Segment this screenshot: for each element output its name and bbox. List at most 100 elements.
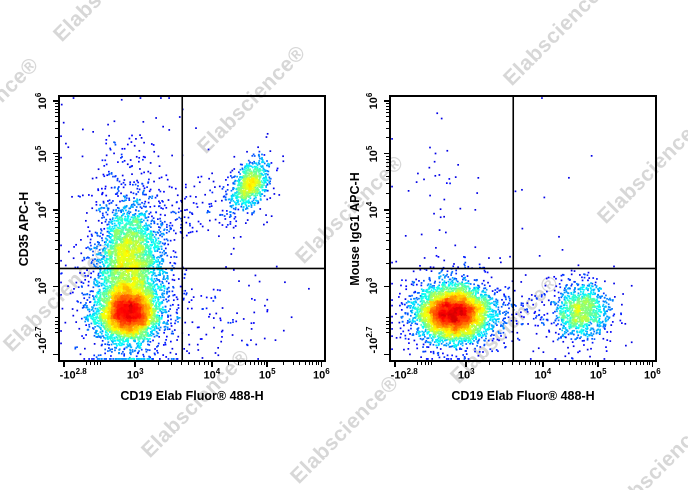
y-axis-tick <box>53 353 58 356</box>
x-axis-tick <box>237 362 239 365</box>
x-axis-tick <box>100 362 102 365</box>
x-axis-tick-label: -102.8 <box>390 367 418 382</box>
x-axis-tick <box>630 362 632 365</box>
x-axis-tick <box>171 362 173 365</box>
x-axis-tick <box>85 362 87 365</box>
y-axis-tick <box>386 192 389 194</box>
x-axis-tick <box>320 362 323 367</box>
x-axis-tick <box>581 362 583 365</box>
y-axis-tick <box>386 232 389 234</box>
y-axis-tick <box>386 262 389 264</box>
y-axis-tick <box>386 182 389 184</box>
y-axis-tick <box>386 121 389 123</box>
x-axis-tick <box>318 362 320 365</box>
y-axis-tick <box>55 232 58 234</box>
x-axis-tick <box>568 362 570 365</box>
y-axis-tick <box>386 165 389 167</box>
x-axis-tick <box>134 362 136 367</box>
y-axis-tick <box>55 323 58 325</box>
y-axis-tick <box>386 216 389 218</box>
x-axis-tick <box>646 362 648 365</box>
x-axis-tick <box>651 362 654 367</box>
y-axis-tick-label: 105 <box>365 145 380 162</box>
x-axis-tick <box>428 362 430 365</box>
x-axis-tick <box>558 362 560 365</box>
watermark-text: Elabscience® <box>600 408 688 490</box>
y-axis-tick <box>55 175 58 177</box>
y-axis-tick <box>55 262 58 264</box>
y-axis-tick-label: 104 <box>365 201 380 219</box>
y-axis-tick <box>55 158 58 160</box>
x-axis-tick <box>211 362 213 367</box>
x-axis-tick <box>180 362 182 365</box>
y-axis-tick-label: 103 <box>365 278 380 295</box>
x-axis-label: CD19 Elab Fluor® 488-H <box>120 389 264 403</box>
y-axis-tick <box>55 327 58 329</box>
y-axis-tick-label: -102.7 <box>34 326 49 354</box>
watermark-text: Elabscience® <box>498 0 617 91</box>
y-axis-tick-label: 106 <box>365 92 380 110</box>
x-axis-tick <box>465 362 467 367</box>
x-axis-tick <box>530 362 532 365</box>
x-axis-tick <box>261 362 263 365</box>
x-axis-tick <box>264 362 266 365</box>
y-axis-tick <box>55 108 58 110</box>
y-axis-tick <box>55 170 58 172</box>
x-axis-tick-label: 104 <box>534 367 552 382</box>
y-axis-tick <box>384 353 389 356</box>
y-axis-tick <box>55 161 58 163</box>
x-axis-tick <box>93 362 95 365</box>
y-axis-tick <box>55 216 58 218</box>
y-axis-tick <box>386 239 389 241</box>
x-axis-tick <box>488 362 490 365</box>
y-axis-tick <box>55 102 58 104</box>
y-axis-tick <box>386 323 389 325</box>
y-axis-tick-label: 104 <box>34 201 49 219</box>
y-axis-tick <box>55 221 58 223</box>
y-axis-tick <box>55 182 58 184</box>
x-axis-tick-label: 105 <box>589 367 607 382</box>
x-axis-tick <box>538 362 540 365</box>
y-axis-tick <box>386 249 389 251</box>
y-axis-tick <box>55 105 58 107</box>
y-axis-tick <box>55 317 58 319</box>
x-axis-tick <box>589 362 591 365</box>
y-axis-tick <box>386 108 389 110</box>
x-axis-tick <box>299 362 301 365</box>
x-axis-tick <box>525 362 527 365</box>
x-axis-tick <box>227 362 229 365</box>
y-axis-tick-label: 106 <box>34 92 49 110</box>
y-axis-tick <box>55 116 58 118</box>
y-axis-tick <box>386 158 389 160</box>
y-axis-tick <box>53 100 58 102</box>
y-axis-tick <box>386 137 389 139</box>
y-axis-tick <box>386 112 389 114</box>
y-axis-tick <box>386 213 389 215</box>
x-axis-tick <box>89 362 91 365</box>
x-axis-tick <box>394 362 396 367</box>
x-axis-tick <box>639 362 641 365</box>
x-axis-tick <box>207 362 209 365</box>
y-axis-tick <box>386 226 389 228</box>
y-axis-tick <box>53 152 58 155</box>
x-axis-tick <box>420 362 422 365</box>
y-axis-tick <box>386 317 389 319</box>
scatter-canvas <box>60 97 324 360</box>
y-axis-label: CD35 APC-H <box>17 191 31 266</box>
y-axis-tick-label: -102.7 <box>365 326 380 354</box>
x-axis-tick <box>431 362 433 365</box>
y-axis-tick <box>386 327 389 329</box>
x-axis-tick <box>308 362 310 365</box>
plot-frame <box>389 95 657 362</box>
y-axis-tick-label: 105 <box>34 145 49 162</box>
y-axis-tick-label: 103 <box>34 278 49 295</box>
x-axis-tick <box>97 362 99 365</box>
y-axis-tick <box>55 165 58 167</box>
x-axis-tick <box>635 362 637 365</box>
y-axis-tick <box>386 161 389 163</box>
flow-plot-igg1-vs-cd19: Mouse IgG1 APC-H CD19 Elab Fluor® 488-H … <box>348 93 661 403</box>
x-axis-tick <box>542 362 544 367</box>
x-axis-label: CD19 Elab Fluor® 488-H <box>451 389 595 403</box>
x-axis-tick <box>592 362 594 365</box>
